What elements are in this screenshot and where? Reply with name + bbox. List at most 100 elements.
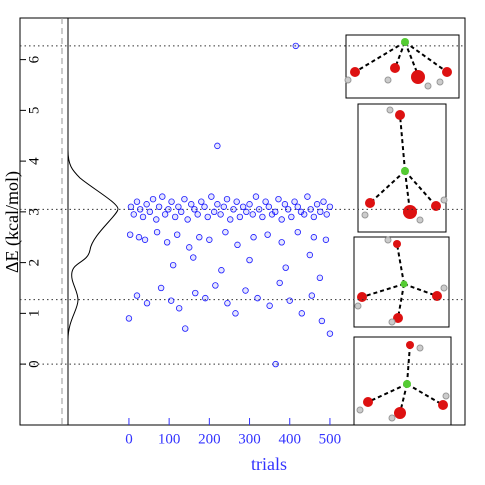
density-curve	[67, 18, 119, 425]
scatter-point	[214, 142, 221, 150]
scatter-point	[242, 287, 249, 294]
scatter-point	[206, 236, 213, 243]
scatter-point	[322, 236, 330, 243]
scatter-point	[153, 228, 161, 236]
x-tick-label: 500	[319, 431, 342, 447]
scatter-point	[202, 294, 209, 302]
inset-box	[353, 236, 450, 328]
scatter-point	[184, 216, 191, 223]
scatter-point	[208, 193, 215, 200]
scatter-point	[133, 198, 141, 205]
scatter-point	[246, 201, 253, 208]
scatter-point	[246, 256, 253, 264]
scatter-point	[155, 203, 163, 210]
scatter-point	[143, 300, 151, 307]
x-axis-label: trials	[251, 454, 287, 474]
y-tick-label: 2	[26, 259, 42, 267]
scatter-point	[194, 211, 201, 218]
scatter-point	[326, 330, 334, 337]
scatter-point	[214, 201, 221, 208]
scatter-point	[304, 193, 311, 200]
scatter-point	[255, 206, 263, 213]
x-tick-label: 100	[158, 431, 181, 447]
scatter-point	[298, 310, 305, 317]
scatter-point	[136, 206, 144, 213]
scatter-point	[275, 195, 282, 203]
scatter-point	[125, 315, 133, 322]
scatter-point	[224, 300, 231, 307]
scatter-point	[281, 201, 289, 208]
scatter-point	[177, 208, 185, 216]
y-tick-label: 1	[26, 310, 42, 318]
scatter-point	[318, 317, 326, 325]
y-tick-label: 6	[26, 55, 42, 63]
scatter-point	[135, 234, 143, 241]
oxygen-atoms	[350, 63, 452, 419]
hydrogen-atoms	[344, 76, 450, 422]
scatter-point	[210, 208, 218, 216]
scatter-point	[163, 239, 171, 246]
scatter-point	[310, 234, 318, 241]
scatter-point	[262, 198, 269, 205]
scatter-point	[266, 302, 273, 309]
molecule-insets	[344, 34, 460, 426]
scatter-point	[223, 195, 231, 203]
scatter-point	[127, 203, 135, 210]
scatter-point	[232, 310, 239, 317]
scatter-point	[220, 203, 228, 210]
scatter-point	[288, 213, 295, 221]
scatter-point	[218, 267, 225, 274]
scatter-point	[175, 305, 183, 312]
ion-atoms	[400, 38, 411, 388]
scatter-point	[149, 195, 157, 203]
scatter-point	[233, 198, 240, 205]
scatter-point	[222, 228, 229, 236]
scatter-point	[169, 261, 177, 269]
x-tick-label: 400	[278, 431, 301, 447]
scatter-point	[250, 234, 257, 241]
scatter-point	[278, 216, 285, 223]
scatter-point	[146, 208, 154, 216]
scatter-point	[278, 239, 285, 246]
scatter-point	[212, 282, 219, 289]
scatter-point	[230, 206, 237, 213]
scatter-point	[239, 203, 247, 210]
scatter-point	[165, 206, 172, 213]
scatter-point	[317, 208, 324, 216]
scatter-point	[265, 203, 273, 210]
scatter-point	[186, 244, 193, 251]
scatter-point	[196, 234, 203, 241]
scatter-point	[254, 294, 261, 302]
inset-box	[357, 103, 447, 233]
scatter-point	[191, 206, 198, 213]
scatter-point	[249, 211, 256, 218]
scatter-point	[192, 289, 199, 297]
x-tick-label: 0	[125, 431, 133, 447]
scatter-point	[126, 231, 134, 238]
scatter-point	[227, 216, 234, 223]
x-tick-label: 300	[238, 431, 261, 447]
scatter-point	[133, 292, 141, 299]
scatter-point	[236, 213, 244, 221]
scatter-point	[323, 211, 330, 218]
scatter-point	[204, 213, 211, 221]
scatter-point	[282, 264, 289, 271]
scatter-point	[161, 211, 169, 218]
y-tick-label: 0	[26, 360, 42, 368]
scatter-point	[313, 201, 321, 208]
scatter-point	[130, 211, 137, 218]
scatter-point	[190, 254, 197, 261]
scatter-point	[294, 228, 301, 236]
scatter-point	[286, 297, 293, 304]
scatter-point	[157, 284, 165, 292]
scatter-point	[294, 203, 301, 210]
scatter-point	[307, 206, 314, 213]
scatter-point	[264, 231, 271, 238]
inset-box	[353, 336, 452, 426]
scatter-point	[171, 213, 179, 221]
y-tick-label: 4	[26, 157, 42, 165]
scatter-point	[316, 274, 324, 282]
scatter-point	[182, 325, 189, 332]
scatter-point	[159, 193, 166, 200]
y-axis-label: ΔE (kcal/mol)	[2, 171, 23, 273]
